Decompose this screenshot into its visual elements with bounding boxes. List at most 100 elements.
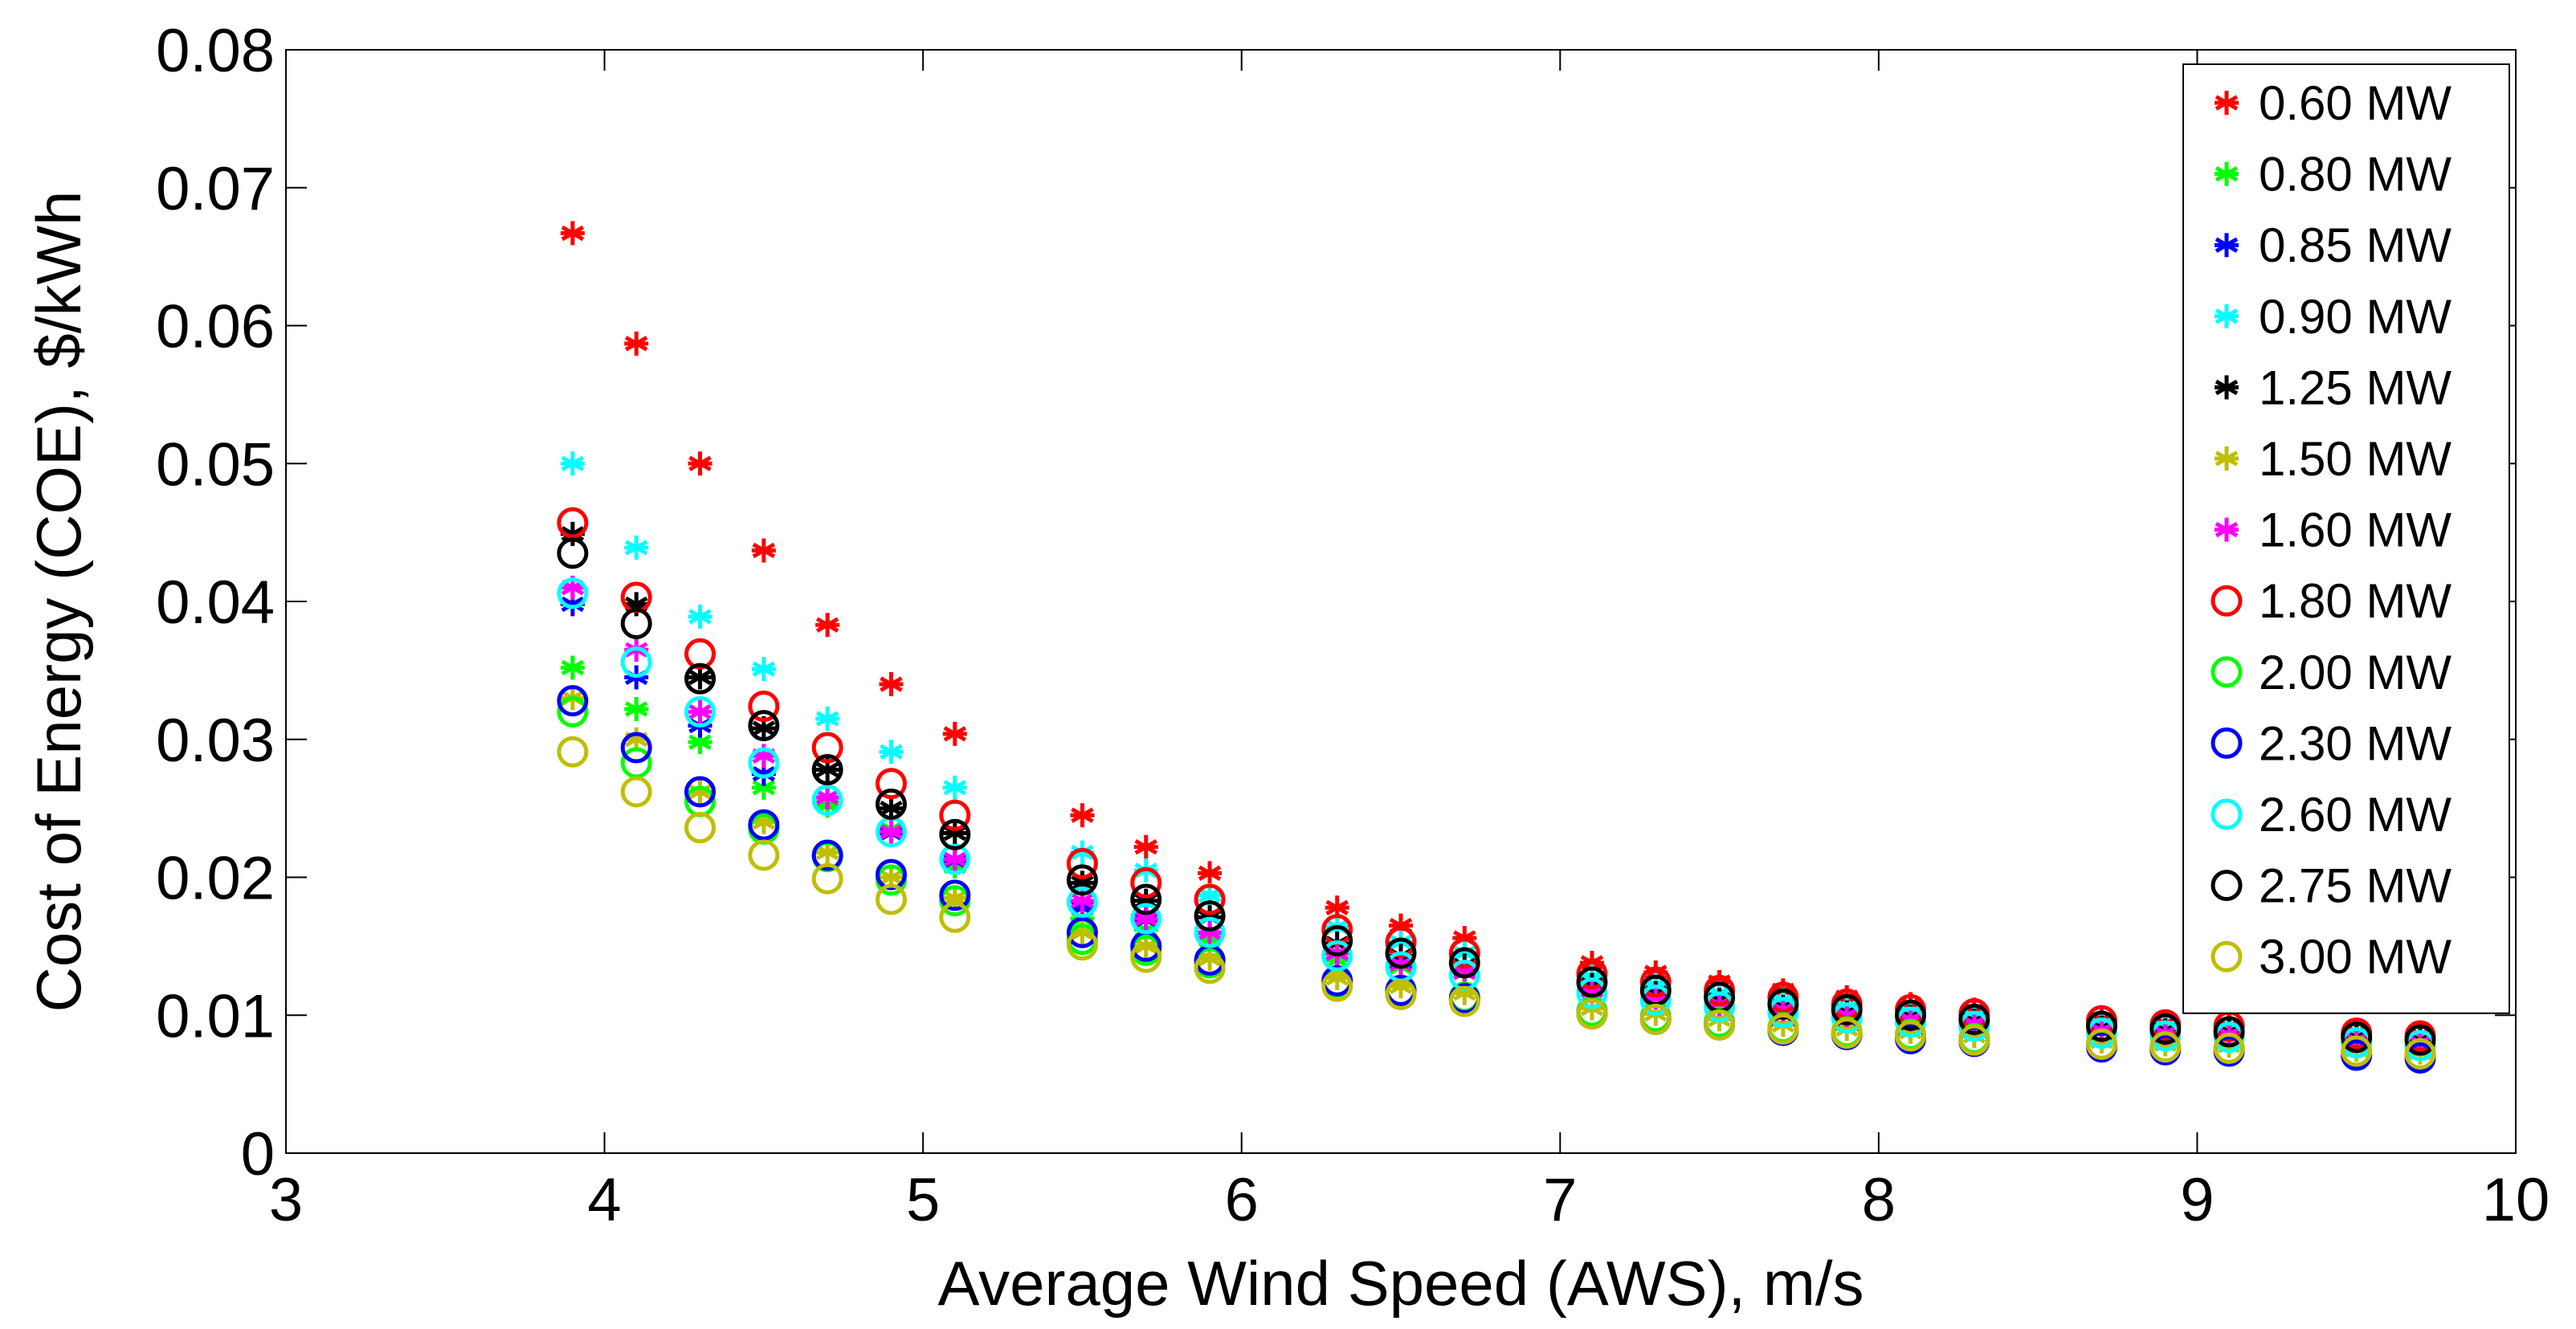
x-tick-label: 7 [1543,1166,1577,1234]
data-point [684,662,716,695]
data-point [557,685,589,717]
data-point [1448,985,1480,1017]
data-point [751,775,776,800]
data-point [1895,1020,1927,1052]
data-point [2404,1038,2436,1070]
data-marks [557,221,2436,1074]
data-point [620,607,652,639]
legend-marker [2215,91,2239,115]
data-point [942,886,967,911]
data-point [1643,960,1668,985]
data-point [815,840,840,865]
data-point [939,799,971,831]
data-point [560,575,585,600]
data-point [688,451,712,476]
data-point [1448,937,1480,969]
data-point [688,699,712,724]
data-point [1198,861,1223,886]
y-tick-label: 0.01 [156,982,275,1050]
data-point [1321,925,1353,957]
data-point [2085,1010,2117,1042]
data-point [1066,864,1098,896]
data-point [557,577,589,609]
data-point [1321,970,1353,1002]
data-point [751,538,776,563]
x-tick-label: 4 [587,1166,621,1234]
data-point [1579,950,1604,975]
data-point [1576,998,1608,1030]
x-tick-label: 10 [2482,1166,2550,1234]
legend-label: 0.60 MW [2259,76,2451,130]
legend-label: 1.80 MW [2259,574,2451,628]
x-tick-label: 6 [1225,1166,1259,1234]
data-point [560,521,585,546]
y-tick-label: 0 [241,1120,275,1188]
legend-marker [2215,375,2239,400]
data-point [1831,1017,1863,1050]
data-point [1385,937,1417,969]
data-point [875,858,907,891]
y-tick-label: 0.06 [156,293,275,361]
data-point [1066,886,1098,918]
series-3-00-mw [557,736,2436,1070]
legend-marker [2215,233,2239,258]
y-tick-label: 0.07 [156,155,275,223]
legend-label: 1.60 MW [2259,503,2451,557]
data-point [751,809,776,834]
data-point [748,691,780,723]
data-point [624,592,649,617]
data-point [1194,916,1226,948]
data-point [879,796,904,821]
data-point [624,727,649,752]
x-tick-label: 5 [906,1166,940,1234]
data-point [1198,920,1223,945]
data-point [1325,895,1349,920]
legend-marker [2211,656,2243,688]
data-point [1452,980,1477,1005]
data-point [942,775,967,800]
data-point [815,757,840,782]
data-point [1831,1002,1863,1034]
data-point [1898,1019,1923,1044]
data-point [1389,952,1413,976]
series-2-75-mw [557,537,2436,1056]
data-point [684,812,716,844]
x-tick-label: 3 [269,1166,303,1234]
legend: 0.60 MW 0.80 MW 0.85 MW 0.90 MW 1.25 MW 1.50 … [2182,63,2510,1014]
data-point [688,665,712,690]
data-point [2341,1035,2373,1067]
data-point [875,883,907,915]
legend-box [2182,63,2510,1014]
data-point [1133,834,1158,859]
data-point [1194,900,1226,932]
data-point [1194,952,1226,985]
y-tick-label: 0.03 [156,707,275,775]
data-point [939,901,971,933]
legend-label: 0.80 MW [2259,148,2451,202]
legend-marker [2211,798,2243,830]
y-axis-title: Cost of Energy (COE), $/kWh [23,191,94,1013]
data-point [751,657,776,682]
data-point [1639,984,1672,1016]
data-point [875,768,907,800]
data-point [1639,966,1672,998]
data-point [684,695,716,728]
data-point [624,331,649,356]
legend-label: 3.00 MW [2259,930,2451,984]
legend-marker [2215,161,2239,186]
legend-label: 2.60 MW [2259,788,2451,842]
data-point [1895,999,1927,1031]
legend-label: 2.75 MW [2259,859,2451,913]
axis-ticks: 3 4 5 6 7 8 9 10 0 0.01 0.02 0.03 0.04 0.05 0.06 0.07 0.… [156,17,2549,1234]
data-point [624,696,649,721]
data-point [560,221,585,246]
data-point [748,809,780,841]
legend-marker [2211,585,2243,617]
data-point [1070,840,1095,865]
data-point [1962,1024,1986,1049]
y-tick-label: 0.05 [156,430,275,499]
data-point [942,847,967,872]
data-point [1704,991,1736,1023]
